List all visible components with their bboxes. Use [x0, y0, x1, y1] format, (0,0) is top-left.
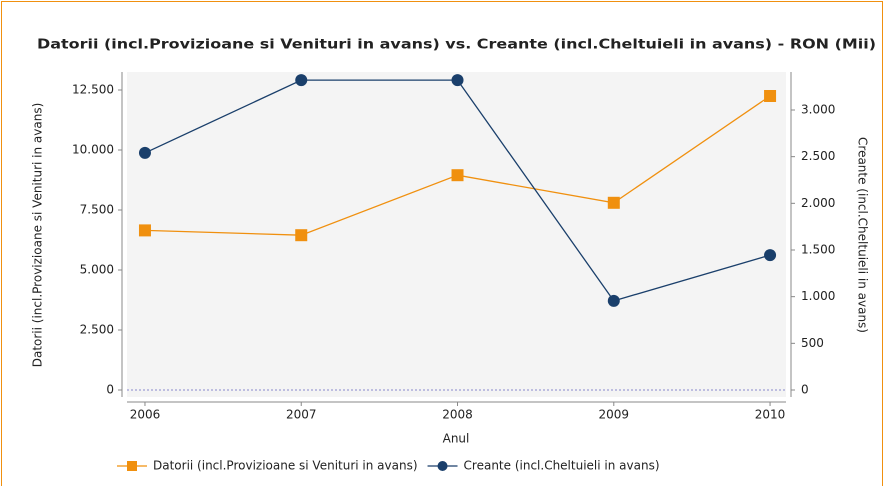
- x-tick-label: 2008: [442, 408, 473, 422]
- y2-tick-label: 500: [801, 336, 824, 350]
- x-axis-label: Anul: [443, 432, 470, 446]
- y-tick-label: 7.500: [80, 202, 114, 216]
- marker: [138, 224, 151, 237]
- marker: [138, 146, 151, 159]
- legend-label: Datorii (incl.Provizioane si Venituri in…: [153, 459, 418, 473]
- x-tick-label: 2009: [599, 408, 630, 422]
- chart-title: Datorii (incl.Provizioane si Venituri in…: [37, 38, 876, 53]
- legend-label: Creante (incl.Cheltuieli in avans): [464, 459, 660, 473]
- y2-axis-label: Creante (incl.Cheltuieli in avans): [856, 137, 870, 333]
- marker: [451, 74, 464, 87]
- y2-tick-label: 1.500: [801, 242, 835, 256]
- marker: [295, 74, 308, 87]
- y-tick-label: 12.500: [72, 82, 114, 96]
- y-tick-label: 10.000: [72, 142, 114, 156]
- y-tick-label: 0: [106, 382, 114, 396]
- y-axis-label: Datorii (incl.Provizioane si Venituri in…: [31, 103, 45, 368]
- y2-tick-label: 3.000: [801, 102, 835, 116]
- x-tick-label: 2006: [130, 408, 161, 422]
- y-tick-label: 5.000: [80, 262, 114, 276]
- x-tick-label: 2007: [286, 408, 317, 422]
- legend-marker: [437, 461, 448, 471]
- marker: [764, 89, 777, 102]
- marker: [295, 229, 308, 242]
- marker: [607, 294, 620, 307]
- y2-tick-label: 2.000: [801, 196, 835, 210]
- y2-tick-label: 2.500: [801, 149, 835, 163]
- marker: [451, 169, 464, 182]
- plot-area: [127, 72, 786, 397]
- legend-marker: [127, 461, 137, 471]
- marker: [764, 249, 777, 262]
- y-tick-label: 2.500: [80, 322, 114, 336]
- x-tick-label: 2010: [755, 408, 786, 422]
- marker: [607, 196, 620, 209]
- y2-tick-label: 0: [801, 382, 809, 396]
- y2-tick-label: 1.000: [801, 289, 835, 303]
